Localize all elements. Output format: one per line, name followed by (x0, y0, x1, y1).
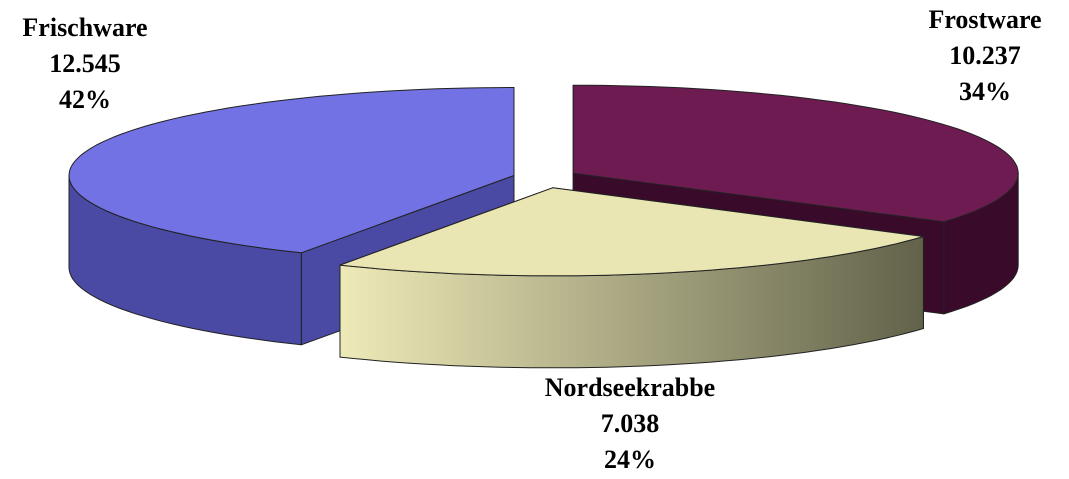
slice (68, 87, 515, 254)
percent-label: 34% (959, 77, 1011, 106)
value-label: 12.545 (49, 49, 121, 78)
slice (339, 187, 924, 277)
slice-label: Frostware (928, 5, 1041, 34)
value-label: 7.038 (601, 409, 660, 438)
percent-label: 24% (604, 445, 656, 474)
slice-label: Nordseekrabbe (545, 373, 715, 402)
value-label: 10.237 (949, 41, 1021, 70)
slice (572, 84, 1019, 223)
percent-label: 42% (59, 85, 111, 114)
slice-label: Frischware (22, 13, 147, 42)
